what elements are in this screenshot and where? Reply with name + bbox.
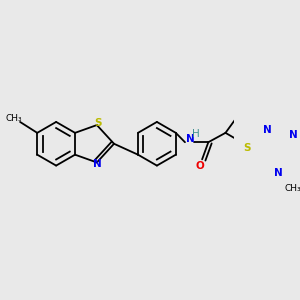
Text: S: S bbox=[94, 118, 101, 128]
Text: CH₃: CH₃ bbox=[285, 184, 300, 194]
Text: N: N bbox=[186, 134, 195, 144]
Text: S: S bbox=[243, 143, 250, 153]
Text: O: O bbox=[195, 160, 204, 171]
Text: CH₃: CH₃ bbox=[5, 114, 22, 123]
Text: N: N bbox=[93, 159, 102, 169]
Text: N: N bbox=[289, 130, 298, 140]
Text: H: H bbox=[192, 129, 200, 140]
Text: N: N bbox=[274, 168, 283, 178]
Text: N: N bbox=[263, 125, 272, 135]
